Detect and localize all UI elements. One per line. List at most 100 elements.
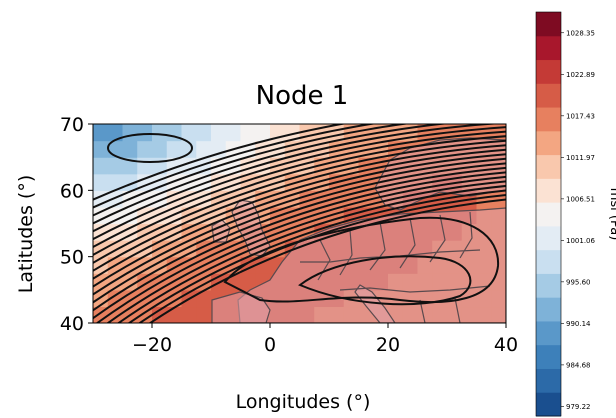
y-tick-label: 60 (60, 180, 84, 202)
field-cell (284, 173, 301, 191)
colorbar: 979.22 984.68 990.14 995.60 1001.06 1006.51 10… (535, 11, 595, 417)
isobar-line (93, 124, 411, 217)
isobar-line (93, 124, 348, 201)
field-cell (196, 140, 212, 158)
field-cell (181, 140, 197, 158)
field-cell (225, 124, 242, 142)
isobar-line (93, 153, 506, 288)
field-cell (284, 124, 301, 142)
colorbar-tick-label: 1022.89 (566, 71, 595, 79)
colorbar-swatch (536, 12, 561, 37)
y-axis-ticks: 40 50 60 70 (60, 114, 93, 335)
field-cell (166, 140, 183, 158)
y-tick-label: 50 (60, 247, 84, 269)
isobar-line (106, 180, 506, 323)
field-cell (284, 206, 301, 225)
colorbar-tick-label: 984.68 (566, 361, 591, 369)
land-iberia (211, 291, 271, 323)
field-cell (166, 306, 183, 323)
y-tick-label: 40 (60, 313, 84, 335)
land-continent (237, 207, 506, 323)
chart-title: Node 1 (256, 81, 349, 111)
colorbar-swatch (536, 107, 561, 132)
isobar-line (93, 124, 378, 209)
field-cell (137, 140, 153, 158)
isobar-line (93, 130, 506, 249)
colorbar-frame (535, 11, 562, 417)
isobar-line (93, 162, 506, 304)
field-cell (152, 124, 168, 142)
field-cell (137, 124, 153, 142)
colorbar-swatch (536, 178, 561, 203)
field-cell (211, 140, 227, 158)
field-cell (255, 124, 271, 142)
isobar-line (95, 175, 506, 323)
colorbar-tick-label: 1017.43 (566, 112, 595, 120)
x-tick-label: 20 (376, 334, 400, 356)
field-cell (137, 157, 153, 175)
colorbar-swatch (536, 59, 561, 84)
field-cell (107, 306, 124, 323)
field-cell (93, 173, 109, 191)
colorbar-swatch (536, 297, 561, 322)
field-cell (107, 157, 124, 175)
colorbar-swatch (536, 225, 561, 251)
isobar-line (93, 135, 506, 257)
colorbar-tick-label: 1006.51 (566, 195, 595, 203)
isobar-line (93, 157, 506, 296)
isobar-line (93, 124, 502, 233)
field-cell (255, 157, 271, 175)
field-cell (461, 124, 478, 142)
x-axis-label: Longitudes (°) (236, 391, 371, 413)
isobar-contours (93, 124, 506, 323)
isobar-line (93, 166, 506, 312)
field-cell (388, 124, 404, 142)
isobar-line (127, 189, 506, 323)
field-cell (93, 206, 109, 225)
colorbar-swatch (536, 273, 561, 298)
colorbar-swatch (536, 344, 561, 369)
field-cell (93, 124, 109, 142)
colorbar-tick-label: 1001.06 (566, 237, 595, 245)
field-cell (152, 140, 168, 158)
isobar-line (117, 185, 506, 323)
x-tick-label: 0 (264, 334, 276, 356)
colorbar-tick-label: 995.60 (566, 278, 591, 286)
y-axis-label: Latitudes (°) (15, 175, 37, 293)
field-cell (417, 124, 433, 142)
colorbar-tick-label: 1028.35 (566, 29, 595, 37)
colorbar-swatch (536, 320, 561, 346)
field-cell (181, 124, 197, 142)
field-cell (196, 289, 212, 308)
colorbar-swatch (536, 130, 561, 156)
field-cell (196, 306, 212, 323)
colorbar-swatch (536, 202, 561, 227)
isobar-high-inner (298, 255, 472, 306)
isobar-line (93, 144, 506, 272)
colorbar-swatch (536, 154, 561, 179)
land-italy (354, 284, 396, 323)
x-axis-ticks: −20 0 20 40 (132, 323, 518, 356)
x-tick-label: −20 (132, 334, 172, 356)
isobar-line (93, 126, 506, 241)
colorbar-label: msl (Pa) (607, 188, 616, 241)
colorbar-swatch (536, 368, 561, 393)
field-cell (93, 157, 109, 175)
field-cell (107, 124, 124, 142)
y-tick-label: 70 (60, 114, 84, 136)
field-cell (107, 173, 124, 191)
field-cell (240, 273, 256, 291)
field-cell (225, 157, 242, 175)
colorbar-tick-label: 979.22 (566, 403, 591, 411)
field-cell (196, 124, 212, 142)
isobar-line (93, 171, 506, 320)
country-borders (211, 137, 506, 323)
isobar-line (93, 148, 506, 280)
field-cell (122, 140, 138, 158)
colorbar-tick-label: 990.14 (566, 320, 591, 328)
field-cell (240, 124, 256, 142)
x-tick-label: 40 (494, 334, 518, 356)
field-cell (181, 306, 197, 323)
colorbar-swatch (536, 35, 561, 61)
